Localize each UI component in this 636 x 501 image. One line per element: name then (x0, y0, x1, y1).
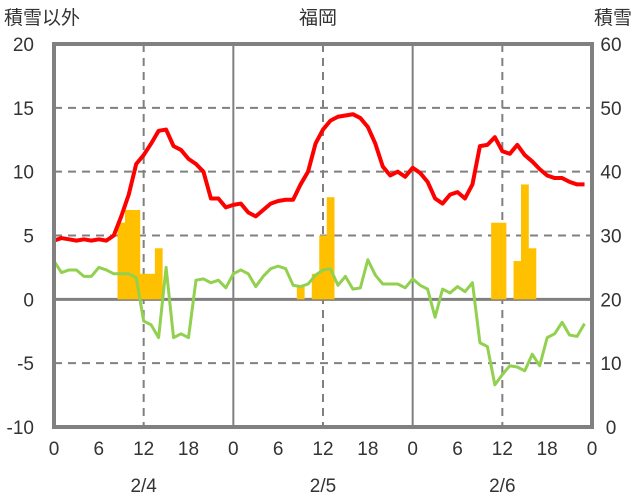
right-axis-label: 積雪 (594, 7, 632, 29)
precip-bar (521, 184, 529, 300)
precip-bar (311, 273, 320, 300)
x-tick-label: 0 (407, 439, 418, 460)
x-tick-label: 6 (94, 439, 105, 460)
precip-bar (498, 222, 507, 300)
precip-bar (147, 273, 156, 300)
precip-bar (319, 235, 328, 300)
x-tick-label: 6 (273, 439, 284, 460)
precip-bar (296, 286, 305, 300)
right-tick-label: 50 (600, 99, 621, 120)
right-tick-label: 40 (600, 163, 621, 184)
precip-bar (117, 222, 126, 300)
precip-bar (139, 273, 148, 300)
date-label: 2/4 (130, 476, 157, 497)
precip-bar (513, 261, 522, 300)
precip-bar (154, 248, 163, 300)
right-tick-label: 0 (606, 418, 617, 439)
x-tick-label: 18 (357, 439, 378, 460)
x-tick-label: 12 (492, 439, 513, 460)
x-tick-label: 0 (228, 439, 239, 460)
precip-bar (491, 222, 499, 300)
left-tick-label: 5 (23, 227, 34, 248)
left-axis-label: 積雪以外 (4, 7, 80, 29)
date-label: 2/5 (310, 476, 336, 497)
x-tick-label: 12 (312, 439, 333, 460)
left-tick-label: -10 (7, 418, 34, 439)
precip-bar (326, 197, 335, 300)
green-series-line (52, 258, 586, 387)
right-tick-label: 10 (600, 354, 621, 375)
left-tick-label: 15 (13, 99, 34, 120)
precip-bar (124, 209, 133, 300)
date-label: 2/6 (489, 476, 515, 497)
left-tick-label: 20 (13, 35, 34, 56)
x-tick-label: 6 (452, 439, 463, 460)
x-tick-label: 0 (587, 439, 598, 460)
x-tick-label: 18 (537, 439, 558, 460)
right-tick-label: 30 (600, 227, 621, 248)
temperature-line (53, 112, 585, 243)
right-tick-label: 60 (600, 35, 621, 56)
precip-bar (132, 209, 141, 300)
left-tick-label: -5 (17, 354, 34, 375)
x-tick-label: 12 (133, 439, 154, 460)
x-tick-label: 18 (178, 439, 199, 460)
plot-frame (52, 42, 594, 429)
right-tick-label: 20 (600, 290, 621, 311)
x-tick-label: 0 (49, 439, 60, 460)
left-tick-label: 10 (13, 163, 34, 184)
chart-title: 福岡 (299, 7, 337, 29)
precip-bar (528, 248, 537, 300)
left-tick-label: 0 (23, 290, 34, 311)
